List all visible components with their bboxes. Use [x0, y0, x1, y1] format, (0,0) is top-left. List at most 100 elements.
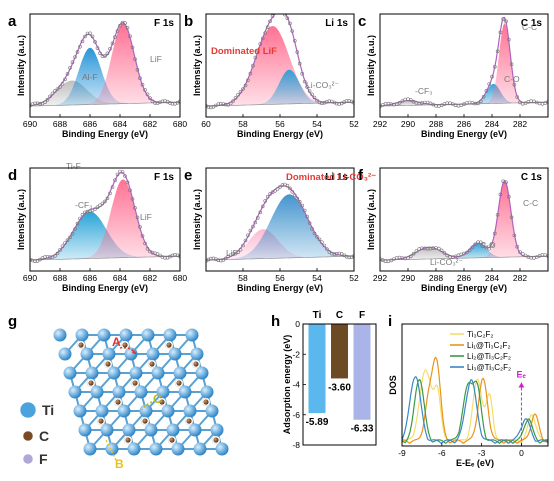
data-point-a: [133, 57, 137, 62]
x-tick-label-d: 682: [143, 273, 157, 283]
data-point-e: [219, 258, 223, 263]
data-point-a: [138, 76, 142, 80]
data-point-e: [327, 250, 332, 254]
ti-atom: [107, 366, 121, 380]
x-tick-label-c: 284: [485, 119, 499, 129]
data-point-d: [140, 234, 145, 238]
data-point-c: [400, 99, 405, 103]
data-point-b: [317, 100, 322, 105]
x-tick-label-i: 0: [519, 448, 524, 458]
ti-atom: [173, 366, 187, 380]
ti-atom: [188, 423, 202, 437]
c-atom: [122, 342, 128, 348]
peak-c-2: [380, 23, 548, 107]
data-point-d: [98, 203, 102, 208]
ti-atom: [195, 366, 209, 380]
x-tick-label-f: 290: [401, 273, 415, 283]
data-point-e: [300, 203, 305, 208]
data-point-e: [292, 193, 297, 198]
category-label-c: C: [336, 310, 343, 321]
data-point-b: [283, 14, 287, 17]
data-point-f: [389, 258, 394, 263]
data-point-d: [128, 188, 132, 193]
x-axis-label-e: Binding Energy (eV): [237, 283, 323, 293]
x-tick-label-a: 688: [53, 119, 67, 129]
c-atom: [115, 399, 121, 405]
panel-letter-e: e: [184, 167, 192, 184]
x-tick-label-a: 682: [143, 119, 157, 129]
data-point-a: [50, 91, 55, 96]
x-tick-label-d: 690: [23, 273, 37, 283]
data-point-f: [439, 248, 444, 253]
ti-atom: [210, 423, 224, 437]
data-point-d: [163, 255, 167, 260]
data-point-d: [100, 201, 105, 206]
data-point-e: [310, 227, 314, 231]
data-point-f: [411, 251, 416, 256]
ti-atom: [205, 404, 219, 418]
panel-title-f: C 1s: [521, 172, 543, 183]
ti-atom: [200, 385, 214, 399]
x-tick-label-f: 282: [513, 273, 527, 283]
c-atom: [142, 418, 148, 424]
ti-atom: [134, 385, 148, 399]
bar-ti: [308, 324, 326, 414]
data-point-b: [295, 50, 300, 54]
data-point-b: [216, 102, 221, 106]
data-point-d: [95, 205, 100, 209]
data-point-e: [332, 252, 337, 256]
c-atom: [186, 418, 192, 424]
panel-title-a: F 1s: [154, 18, 174, 29]
legend-label-1: Li₁@Ti₃C₂F₂: [467, 341, 511, 350]
c-atom: [169, 437, 175, 443]
y-axis-label-a: Intensity (a.u.): [16, 35, 26, 96]
data-point-d: [53, 254, 57, 258]
data-point-a: [178, 99, 180, 104]
ti-atom: [58, 347, 72, 361]
ti-atom: [151, 366, 165, 380]
peak-label-c-2: C-C: [522, 22, 537, 32]
site-arrowhead-a: [132, 350, 136, 354]
ti-atom: [80, 347, 94, 361]
peak-label-f-1: C-O: [480, 240, 496, 250]
x-tick-label-d: 680: [173, 273, 187, 283]
data-point-a: [160, 99, 165, 104]
data-point-b: [312, 95, 317, 100]
data-point-a: [90, 34, 95, 39]
peak-d-1: [30, 179, 180, 261]
data-point-d: [130, 197, 135, 201]
data-point-e: [278, 185, 282, 189]
data-point-b: [288, 21, 292, 26]
panel-letter-i: i: [388, 313, 392, 330]
peak-e-1: [206, 194, 354, 261]
data-point-b: [334, 101, 339, 106]
data-point-f: [518, 250, 522, 254]
data-point-a: [145, 92, 150, 97]
peak-label-e-1: Dominated Li-CO₃²⁻: [286, 172, 376, 183]
data-point-f: [442, 251, 447, 255]
data-point-f: [408, 254, 413, 259]
data-point-d: [38, 257, 42, 262]
data-point-d: [103, 199, 107, 204]
x-tick-label-c: 288: [429, 119, 443, 129]
data-point-e: [268, 192, 272, 196]
ti-atom: [149, 442, 163, 456]
data-point-c: [501, 17, 506, 21]
data-point-d: [33, 259, 37, 264]
peak-label-e-0: LiF: [226, 248, 238, 258]
data-point-e: [246, 233, 250, 238]
data-point-a: [130, 45, 135, 50]
data-point-b: [219, 101, 223, 106]
data-point-b: [297, 61, 302, 66]
data-point-c: [476, 101, 480, 106]
peak-a-2: [30, 23, 180, 107]
ti-atom: [215, 442, 229, 456]
data-point-f: [478, 240, 483, 245]
data-point-a: [98, 51, 102, 56]
data-point-e: [221, 258, 226, 262]
data-point-b: [233, 96, 238, 100]
data-point-e: [307, 221, 312, 225]
data-point-b: [265, 25, 270, 30]
ti-atom: [100, 423, 114, 437]
